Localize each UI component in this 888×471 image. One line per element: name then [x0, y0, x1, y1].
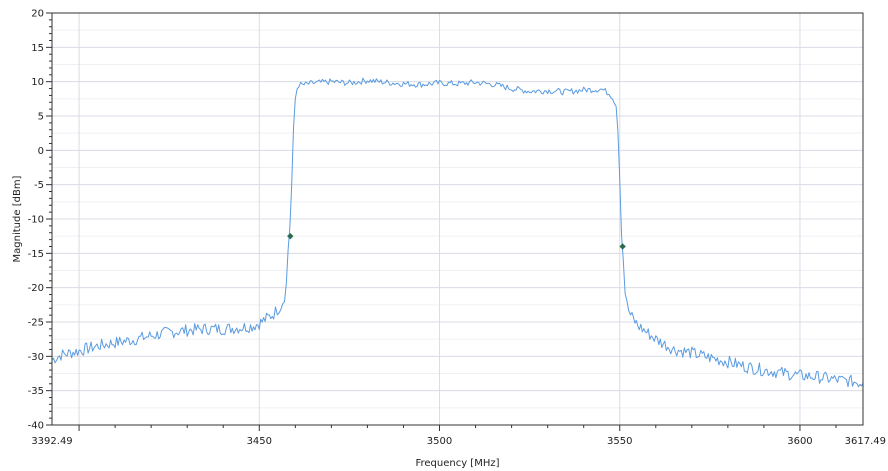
- y-tick-label: -20: [28, 283, 44, 294]
- y-tick-label: -25: [28, 318, 44, 329]
- y-tick-label: -10: [28, 215, 44, 226]
- y-tick-label: -30: [28, 352, 44, 363]
- x-tick-label: 3500: [427, 436, 452, 447]
- y-tick-label: 10: [31, 77, 44, 88]
- x-tick-label: 3450: [247, 436, 272, 447]
- y-tick-label: 15: [31, 43, 44, 54]
- x-tick-label: 3392.49: [31, 436, 72, 447]
- y-tick-label: -40: [28, 421, 44, 432]
- x-axis-title: Frequency [MHz]: [415, 458, 499, 469]
- x-tick-label: 3550: [607, 436, 632, 447]
- x-tick-label: 3600: [787, 436, 812, 447]
- y-tick-label: -15: [28, 249, 44, 260]
- x-tick-label: 3617.49: [845, 436, 886, 447]
- y-tick-label: 20: [31, 9, 44, 20]
- y-tick-label: 0: [38, 146, 44, 157]
- y-tick-label: -5: [34, 180, 44, 191]
- y-tick-label: -35: [28, 386, 44, 397]
- y-tick-label: 5: [38, 112, 44, 123]
- y-axis-title: Magnitude [dBm]: [12, 175, 23, 262]
